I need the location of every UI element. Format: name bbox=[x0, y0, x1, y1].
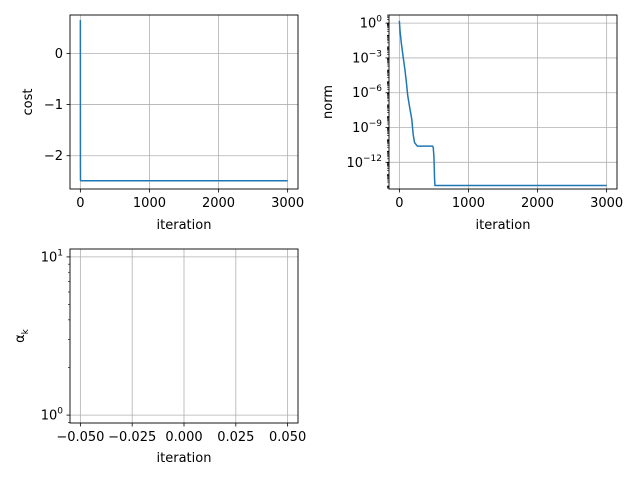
norm-x-axis-label: iteration bbox=[476, 218, 531, 233]
y-tick-label: 0 bbox=[55, 47, 63, 62]
y-tick-base: 10 bbox=[360, 17, 377, 32]
y-tick-exponent: 0 bbox=[57, 407, 63, 417]
alpha-x-axis-label: iteration bbox=[157, 451, 212, 466]
x-tick-label: 0.025 bbox=[217, 430, 254, 445]
x-tick-label: 3000 bbox=[271, 196, 304, 211]
x-tick-label: 2000 bbox=[202, 196, 235, 211]
x-tick-label: −0.025 bbox=[108, 430, 156, 445]
y-tick-label: −1 bbox=[44, 98, 63, 113]
x-tick-label: 3000 bbox=[590, 196, 623, 211]
x-tick-label: 1000 bbox=[452, 196, 485, 211]
y-tick-exponent: −6 bbox=[369, 84, 383, 94]
y-tick-base: 10 bbox=[352, 51, 369, 66]
y-tick-base: 10 bbox=[41, 409, 58, 424]
y-tick-base: 10 bbox=[346, 156, 363, 171]
cost-x-axis-label: iteration bbox=[157, 218, 212, 233]
y-tick-exponent: −12 bbox=[363, 154, 382, 164]
y-tick-base: 10 bbox=[41, 250, 58, 265]
y-tick-base: 10 bbox=[352, 86, 369, 101]
x-tick-label: 0.000 bbox=[165, 430, 202, 445]
y-tick-exponent: 0 bbox=[376, 15, 382, 25]
y-tick-exponent: −9 bbox=[369, 119, 383, 129]
y-tick-exponent: −3 bbox=[369, 49, 382, 59]
y-tick-base: 10 bbox=[352, 121, 369, 136]
y-tick-exponent: 1 bbox=[57, 248, 63, 258]
x-tick-label: 0 bbox=[76, 196, 84, 211]
alpha-y-label-symbol: α bbox=[13, 334, 28, 343]
x-tick-label: 1000 bbox=[133, 196, 166, 211]
y-tick-label: −2 bbox=[44, 149, 63, 164]
norm-y-axis-label: norm bbox=[321, 85, 336, 119]
x-tick-label: −0.050 bbox=[56, 430, 104, 445]
alpha-y-label-subscript: k bbox=[21, 328, 31, 334]
x-tick-label: 0.050 bbox=[269, 430, 306, 445]
x-tick-label: 0 bbox=[395, 196, 403, 211]
x-tick-label: 2000 bbox=[521, 196, 554, 211]
cost-y-axis-label: cost bbox=[21, 89, 36, 116]
